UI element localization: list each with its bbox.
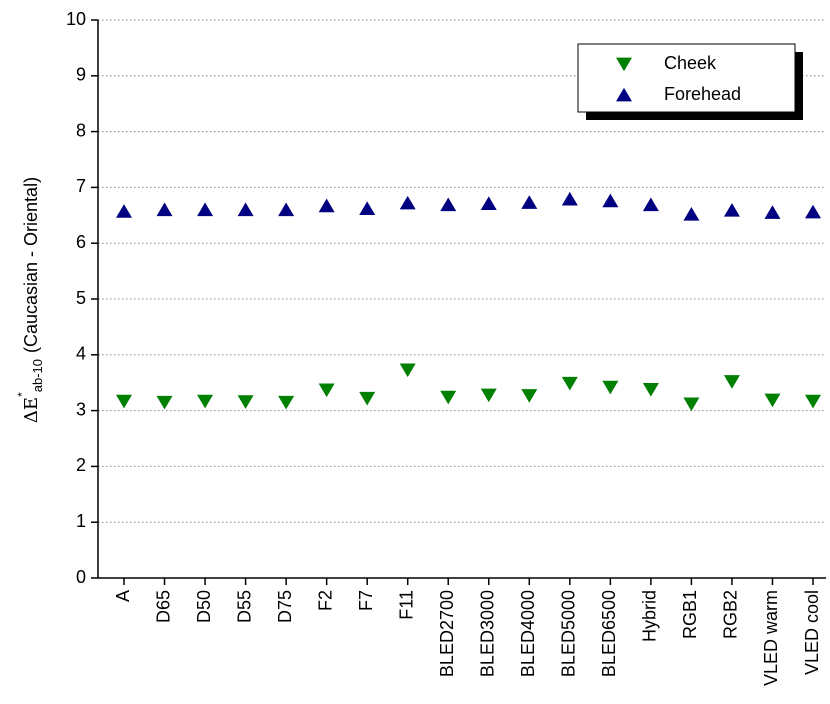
x-tick-label: D50: [194, 590, 214, 623]
data-point: [602, 193, 619, 208]
data-point: [805, 394, 821, 409]
legend-marker: [616, 87, 632, 102]
x-tick-label: Hybrid: [640, 590, 660, 642]
data-point: [116, 394, 132, 409]
data-point: [561, 191, 578, 206]
x-tick-label: D75: [275, 590, 295, 623]
x-tick-label: BLED6500: [599, 590, 619, 677]
data-point: [278, 395, 295, 410]
data-point: [602, 380, 619, 395]
data-point: [480, 196, 497, 210]
x-tick-label: F7: [356, 590, 376, 611]
data-point: [561, 376, 578, 391]
data-point: [197, 202, 214, 217]
x-tick-label: F11: [396, 590, 416, 620]
data-point: [805, 204, 821, 219]
x-tick-label: A: [113, 590, 133, 602]
x-tick-label: VLED warm: [761, 590, 781, 686]
y-axis-label: ΔE*ab-10 (Caucasian - Oriental): [15, 177, 45, 423]
data-point: [642, 382, 659, 397]
y-label-text: (Caucasian - Oriental): [21, 177, 41, 353]
x-tick-label: BLED3000: [478, 590, 498, 677]
data-point: [197, 394, 214, 409]
x-tick-label: D55: [234, 590, 254, 623]
x-tick-label: BLED5000: [559, 590, 579, 677]
data-point: [399, 363, 416, 378]
data-point: [642, 197, 659, 212]
x-tick-label: BLED2700: [437, 590, 457, 677]
data-point: [683, 206, 700, 221]
data-point: [156, 202, 173, 217]
data-point: [723, 375, 740, 389]
data-point: [156, 395, 173, 410]
y-tick-label: 1: [76, 511, 86, 531]
data-point: [764, 205, 781, 219]
data-point: [237, 395, 254, 409]
y-tick-label: 7: [76, 176, 86, 196]
y-label-subscript: ab-10: [30, 359, 45, 392]
data-point: [116, 204, 132, 218]
y-tick-label: 8: [76, 120, 86, 140]
legend-marker: [616, 57, 632, 72]
legend-label: Cheek: [664, 53, 717, 73]
data-point: [237, 202, 254, 217]
data-point: [318, 198, 335, 213]
x-tick-label: VLED cool: [802, 590, 822, 675]
legend-box: [577, 43, 796, 113]
y-label-superscript: *: [15, 392, 29, 397]
y-tick-label: 3: [76, 399, 86, 419]
legend-label: Forehead: [664, 84, 741, 104]
x-tick-label: RGB1: [680, 590, 700, 639]
data-point: [359, 201, 376, 216]
y-tick-label: 9: [76, 65, 86, 85]
y-tick-label: 0: [76, 567, 86, 587]
data-point: [440, 197, 457, 212]
data-point: [278, 202, 295, 217]
data-point: [723, 203, 740, 217]
y-tick-label: 10: [66, 9, 86, 29]
data-point: [521, 389, 538, 403]
y-tick-label: 4: [76, 344, 86, 364]
x-tick-label: D65: [153, 590, 173, 623]
data-point: [521, 195, 538, 209]
y-tick-label: 5: [76, 288, 86, 308]
x-tick-label: F2: [315, 590, 335, 611]
data-point: [683, 397, 700, 412]
data-point: [480, 388, 497, 403]
y-tick-label: 2: [76, 455, 86, 475]
data-point: [764, 393, 781, 408]
data-point: [399, 195, 416, 210]
data-point: [440, 390, 457, 405]
x-tick-label: RGB2: [721, 590, 741, 639]
data-point: [359, 391, 376, 406]
x-tick-label: BLED4000: [518, 590, 538, 677]
y-tick-label: 6: [76, 232, 86, 252]
data-point: [318, 383, 335, 398]
y-label-symbol: ΔE: [21, 397, 42, 423]
